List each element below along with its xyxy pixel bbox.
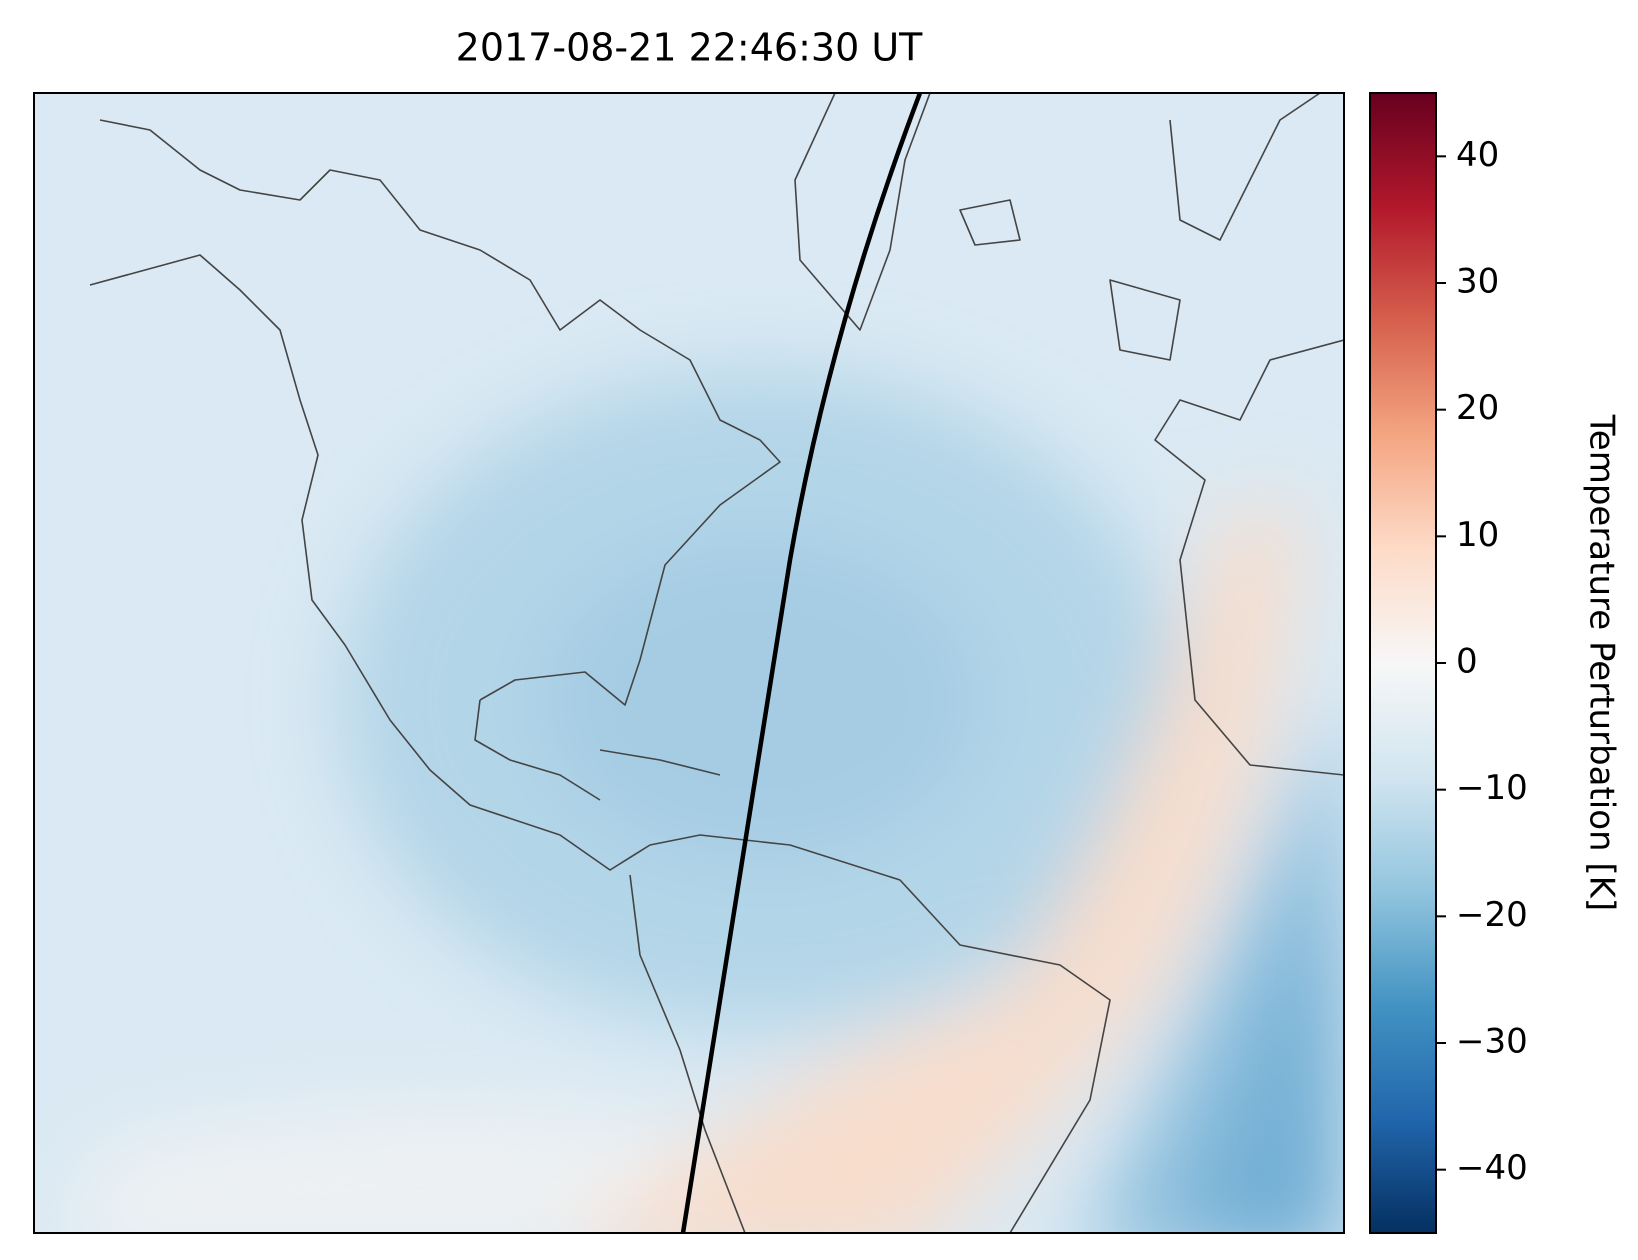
colorbar-tick-label: 30 bbox=[1456, 262, 1499, 302]
colorbar-tick-label: −10 bbox=[1456, 768, 1528, 808]
colorbar-tick-label: 40 bbox=[1456, 135, 1499, 175]
colorbar-tick-label: 0 bbox=[1456, 642, 1478, 682]
map bbox=[34, 93, 1344, 1233]
colorbar-tick-label: −30 bbox=[1456, 1022, 1528, 1062]
colorbar bbox=[1369, 92, 1437, 1234]
map-frame bbox=[33, 92, 1345, 1234]
colorbar-tick-label: 20 bbox=[1456, 388, 1499, 428]
coastlines bbox=[89, 93, 1344, 1233]
terminator-line bbox=[680, 93, 923, 1233]
colorbar-label: Temperature Perturbation [K] bbox=[1582, 414, 1622, 911]
colorbar-tick-label: −20 bbox=[1456, 895, 1528, 935]
colorbar-tick-label: −40 bbox=[1456, 1148, 1528, 1188]
colorbar-tick-label: 10 bbox=[1456, 515, 1499, 555]
title: 2017-08-21 22:46:30 UT bbox=[456, 26, 923, 70]
